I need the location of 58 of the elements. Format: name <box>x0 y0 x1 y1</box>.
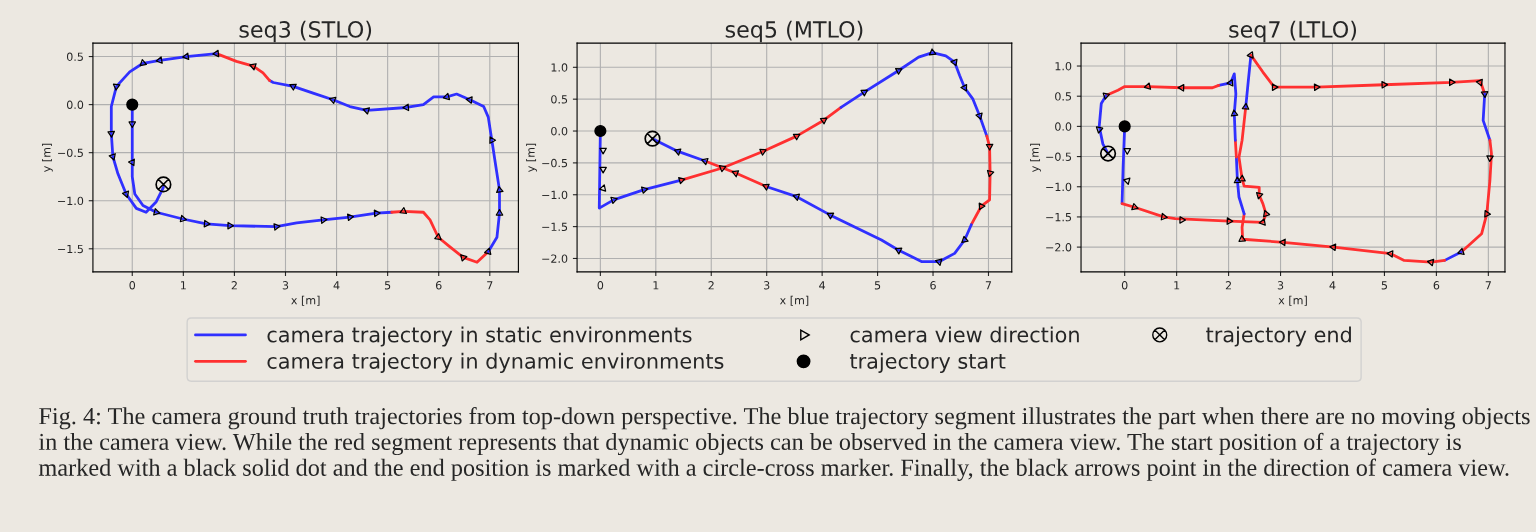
x-tick-label: 7 <box>1485 281 1491 290</box>
x-tick-label: 7 <box>487 281 493 290</box>
y-tick-label: 0.5 <box>551 95 568 104</box>
y-tick-label: 0.0 <box>1055 122 1072 131</box>
caption: Fig. 4: The camera ground truth trajectories from top-down perspective. The blue trajectory segment illustrates the part when there are no moving objects in the camera view. While the red segment represents that dynamic objects can be observed in the camera view. The start position of a trajectory is marked with a black solid dot and the end position is marked with a circle-cross marker. Finally, the black arrows point in the direction of camera view. <box>38 406 1530 481</box>
legend-label: camera view direction <box>850 326 1079 343</box>
x-tick-label: 6 <box>1433 281 1440 290</box>
x-tick-label: 0 <box>1121 281 1128 290</box>
x-tick-label: 5 <box>384 281 391 290</box>
x-tick-label: 5 <box>1381 281 1388 290</box>
y-tick-label: −1.0 <box>542 190 568 200</box>
x-tick-label: 3 <box>1277 281 1284 290</box>
y-tick-label: −1.0 <box>1046 182 1072 192</box>
x-tick-label: 2 <box>708 281 714 290</box>
x-axis-title: x [m] <box>1278 295 1307 306</box>
x-axis-title: x [m] <box>291 295 320 306</box>
legend-label: camera trajectory in dynamic environments <box>267 352 724 373</box>
y-tick-label: −1.0 <box>58 196 84 206</box>
x-tick-label: 6 <box>435 281 442 290</box>
x-tick-label: 2 <box>1225 281 1232 290</box>
y-tick-label: 0.5 <box>1055 92 1072 101</box>
legend-label: trajectory end <box>1206 326 1351 347</box>
x-tick-label: 1 <box>1174 281 1180 290</box>
x-tick-label: 4 <box>1329 281 1336 290</box>
x-tick-label: 0 <box>129 281 136 290</box>
x-tick-label: 1 <box>653 281 659 290</box>
chart-title: seq3 (STLO) <box>239 20 372 43</box>
y-tick-label: 1.0 <box>551 63 568 72</box>
y-tick-label: −1.5 <box>58 244 83 254</box>
x-tick-label: 2 <box>231 281 237 290</box>
y-tick-label: 0.0 <box>66 100 84 109</box>
legend-label: trajectory start <box>849 352 1006 373</box>
x-tick-label: 3 <box>764 281 770 290</box>
y-tick-label: −0.5 <box>542 158 568 168</box>
y-axis-title: y [m] <box>42 143 53 172</box>
y-tick-label: 1.0 <box>1055 62 1072 71</box>
y-tick-label: 0.5 <box>66 52 83 61</box>
x-tick-label: 5 <box>874 281 881 290</box>
x-tick-label: 4 <box>819 281 826 290</box>
chart-title: seq5 (MTLO) <box>725 20 863 43</box>
x-tick-label: 4 <box>333 281 340 290</box>
y-tick-label: −1.5 <box>542 222 568 231</box>
y-tick-label: −2.0 <box>1046 243 1072 252</box>
y-axis-title: y [m] <box>1030 143 1041 172</box>
x-tick-label: 3 <box>282 281 289 290</box>
y-axis-title: y [m] <box>526 143 537 172</box>
x-tick-label: 0 <box>597 281 604 290</box>
x-axis-title: x [m] <box>779 295 809 306</box>
y-tick-label: −0.5 <box>58 148 83 158</box>
x-tick-label: 7 <box>985 281 992 290</box>
y-tick-label: 0.0 <box>551 127 568 136</box>
y-tick-label: −0.5 <box>1046 152 1072 161</box>
y-tick-label: −1.5 <box>1046 213 1072 222</box>
chart-title: seq7 (LTLO) <box>1229 20 1357 43</box>
x-tick-label: 1 <box>181 281 186 290</box>
y-tick-label: −2.0 <box>542 254 568 263</box>
x-tick-label: 6 <box>930 281 936 290</box>
legend-label: camera trajectory in static environments <box>267 326 692 347</box>
